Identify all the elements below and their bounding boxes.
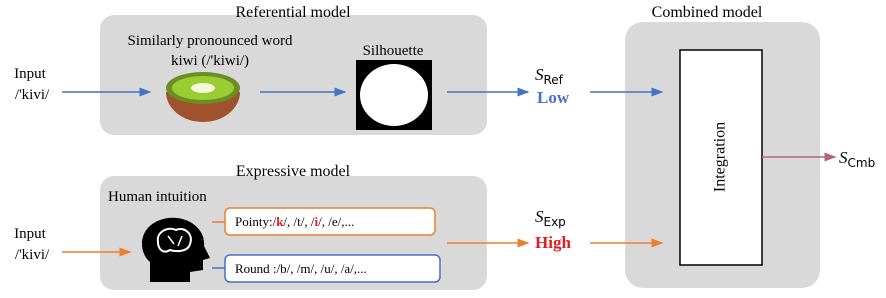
silhouette-shape [360, 64, 428, 126]
input-word: /'kivi/ [15, 247, 50, 263]
pointy-part: /, /e/,... [318, 214, 354, 229]
subscript: Cmb [848, 156, 876, 170]
score-cmb: SCmb [839, 148, 875, 170]
referential-title: Referential model [235, 4, 351, 21]
subscript: Ref [544, 73, 564, 87]
pointy-text: Pointy:/k/, /t/, /i/, /e/,... [235, 214, 354, 229]
pointy-part: /, /t/, / [283, 214, 314, 229]
round-text: Round :/b/, /m/, /u/, /a/,... [235, 261, 367, 276]
score-exp: SExp [535, 207, 566, 229]
page: Referential model Expressive model Combi… [0, 0, 886, 298]
pointy-part: Pointy:/ [235, 214, 277, 229]
input-word: /'kivi/ [15, 87, 50, 103]
combined-title: Combined model [652, 4, 763, 21]
input-label: Input [14, 226, 46, 242]
integration-label: Integration [712, 122, 729, 192]
expressive-title: Expressive model [236, 163, 351, 180]
input-label: Input [14, 66, 46, 82]
score-ref: SRef [535, 65, 564, 87]
caption: Human intuition [108, 189, 207, 205]
score-level: Low [537, 88, 570, 107]
word-caption: Similarly pronounced word [128, 33, 293, 49]
diagram: Referential model Expressive model Combi… [0, 0, 886, 298]
silhouette-label: Silhouette [363, 43, 424, 59]
subscript: Exp [544, 215, 566, 229]
word: kiwi (/'kiwi/) [171, 53, 249, 69]
score-level: High [535, 233, 571, 252]
